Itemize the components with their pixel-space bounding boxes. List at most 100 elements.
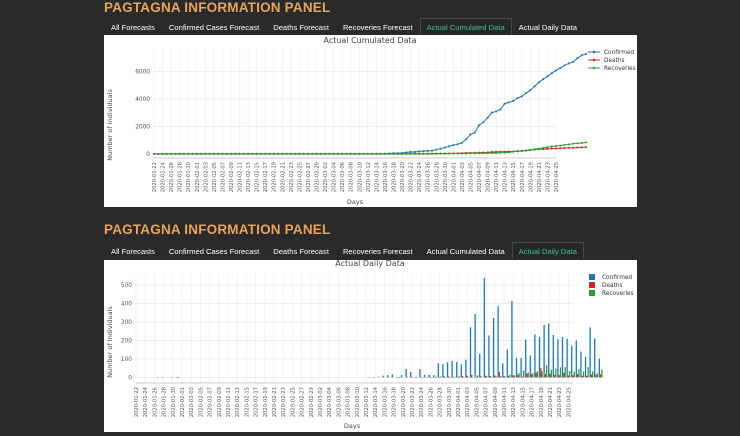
x-tick-label: 2020-01-24	[143, 386, 149, 417]
data-point-recoveries	[332, 152, 335, 155]
x-tick-label: 2020-04-15	[520, 387, 526, 417]
x-tick-label: 2020-04-11	[502, 387, 508, 417]
data-point-recoveries	[422, 152, 425, 155]
daily-chart-svg[interactable]: Actual Daily Data Number of Individuals …	[104, 259, 637, 432]
x-tick-label: 2020-03-06	[340, 162, 346, 192]
panel-title: PAGTAGNA INFORMATION PANEL	[104, 222, 331, 237]
y-tick-label: 2000	[135, 124, 150, 130]
tab-deaths-forecast[interactable]: Deaths Forecast	[273, 23, 329, 32]
x-tick-label: 2020-04-11	[494, 162, 500, 192]
x-tick-label: 2020-02-05	[198, 387, 204, 417]
bar-deaths	[530, 374, 533, 378]
bar-deaths	[457, 376, 459, 378]
data-point-recoveries	[375, 152, 378, 155]
bar-recoveries	[582, 371, 585, 378]
x-tick-label: 2020-04-19	[528, 162, 534, 192]
data-point-recoveries	[443, 152, 446, 155]
data-point-recoveries	[178, 152, 181, 155]
x-tick-label: 2020-04-09	[486, 162, 492, 192]
bar-confirmed	[405, 368, 407, 378]
data-point-confirmed	[576, 57, 579, 60]
bar-confirmed	[400, 375, 403, 378]
bar-confirmed	[557, 339, 559, 378]
x-tick-label: 2020-03-24	[419, 386, 425, 417]
x-tick-label: 2020-01-26	[152, 387, 158, 417]
data-point-recoveries	[319, 152, 322, 155]
data-point-recoveries	[225, 152, 228, 155]
data-point-recoveries	[195, 152, 198, 155]
tab-recoveries-forecast[interactable]: Recoveries Forecast	[342, 247, 413, 256]
tab-actual-cumulated-data[interactable]: Actual Cumulated Data	[419, 18, 512, 35]
tab-actual-daily-data[interactable]: Actual Daily Data	[511, 242, 584, 259]
data-point-recoveries	[221, 152, 224, 155]
bar-deaths	[489, 375, 491, 378]
tab-deaths-forecast[interactable]: Deaths Forecast	[273, 247, 329, 256]
data-point-recoveries	[362, 152, 365, 155]
data-point-recoveries	[554, 144, 558, 148]
x-tick-label: 2020-03-28	[438, 387, 444, 417]
x-tick-label: 2020-04-01	[451, 162, 457, 192]
bar-confirmed	[520, 357, 522, 378]
data-point-recoveries	[366, 152, 369, 155]
data-point-recoveries	[409, 152, 412, 155]
bar-deaths	[484, 375, 487, 378]
x-tick-label: 2020-02-11	[238, 162, 244, 192]
data-point-recoveries	[212, 152, 215, 155]
x-tick-label: 2020-02-29	[315, 162, 321, 192]
tab-all-forecasts[interactable]: All Forecasts	[111, 247, 155, 256]
tab-actual-daily-data[interactable]: Actual Daily Data	[518, 23, 577, 32]
data-point-recoveries	[546, 146, 549, 149]
y-tick-label: 0	[128, 375, 132, 381]
data-point-confirmed	[477, 124, 481, 127]
data-point-confirmed	[563, 64, 566, 67]
legend-label-confirmed: Confirmed	[604, 50, 634, 56]
x-tick-label: 2020-03-04	[332, 161, 338, 192]
data-point-recoveries	[516, 150, 519, 153]
x-tick-label: 2020-04-13	[503, 162, 509, 192]
tab-confirmed-cases-forecast[interactable]: Confirmed Cases Forecast	[168, 247, 260, 256]
x-tick-label: 2020-04-05	[468, 162, 474, 192]
bar-deaths	[411, 376, 413, 378]
data-point-recoveries	[199, 152, 203, 155]
bar-recoveries	[569, 370, 571, 378]
bar-recoveries	[555, 368, 557, 378]
tab-all-forecasts[interactable]: All Forecasts	[111, 23, 155, 32]
bar-deaths	[429, 377, 432, 378]
data-point-recoveries	[460, 152, 463, 155]
data-point-recoveries	[255, 152, 258, 155]
cumulated-chart[interactable]: Actual Cumulated Data Number of Individu…	[104, 35, 637, 207]
x-tick-label: 2020-02-19	[272, 162, 278, 192]
bar-recoveries	[504, 376, 506, 378]
data-point-recoveries	[217, 152, 220, 155]
bar-confirmed	[589, 327, 591, 378]
bar-confirmed	[377, 376, 380, 378]
data-point-recoveries	[324, 152, 327, 155]
x-tick-label: 2020-03-12	[366, 162, 372, 192]
data-point-recoveries	[379, 152, 382, 155]
bar-deaths	[415, 376, 418, 378]
data-point-deaths	[572, 146, 575, 149]
x-tick-label: 2020-03-02	[323, 162, 329, 192]
bar-deaths	[595, 374, 597, 378]
y-tick-label: 400	[121, 302, 132, 308]
data-point-recoveries	[298, 152, 301, 155]
data-point-recoveries	[405, 152, 408, 155]
daily-chart[interactable]: Actual Daily Data Number of Individuals …	[104, 259, 637, 432]
tab-recoveries-forecast[interactable]: Recoveries Forecast	[342, 23, 413, 32]
bar-confirmed	[566, 338, 568, 378]
bar-deaths	[590, 374, 593, 378]
data-point-recoveries	[341, 152, 344, 155]
bar-confirmed	[157, 377, 159, 378]
bar-recoveries	[509, 374, 511, 378]
bar-recoveries	[490, 377, 493, 378]
data-point-recoveries	[400, 152, 404, 155]
cumulated-chart-svg[interactable]: Actual Cumulated Data Number of Individu…	[104, 35, 637, 207]
tab-actual-cumulated-data[interactable]: Actual Cumulated Data	[426, 247, 505, 256]
x-tick-label: 2020-03-20	[400, 162, 406, 192]
tab-confirmed-cases-forecast[interactable]: Confirmed Cases Forecast	[168, 23, 260, 32]
x-tick-label: 2020-02-13	[246, 162, 252, 192]
data-point-recoveries	[520, 150, 523, 153]
data-point-recoveries	[276, 152, 280, 155]
bar-confirmed	[410, 372, 412, 378]
data-point-confirmed	[473, 131, 476, 134]
